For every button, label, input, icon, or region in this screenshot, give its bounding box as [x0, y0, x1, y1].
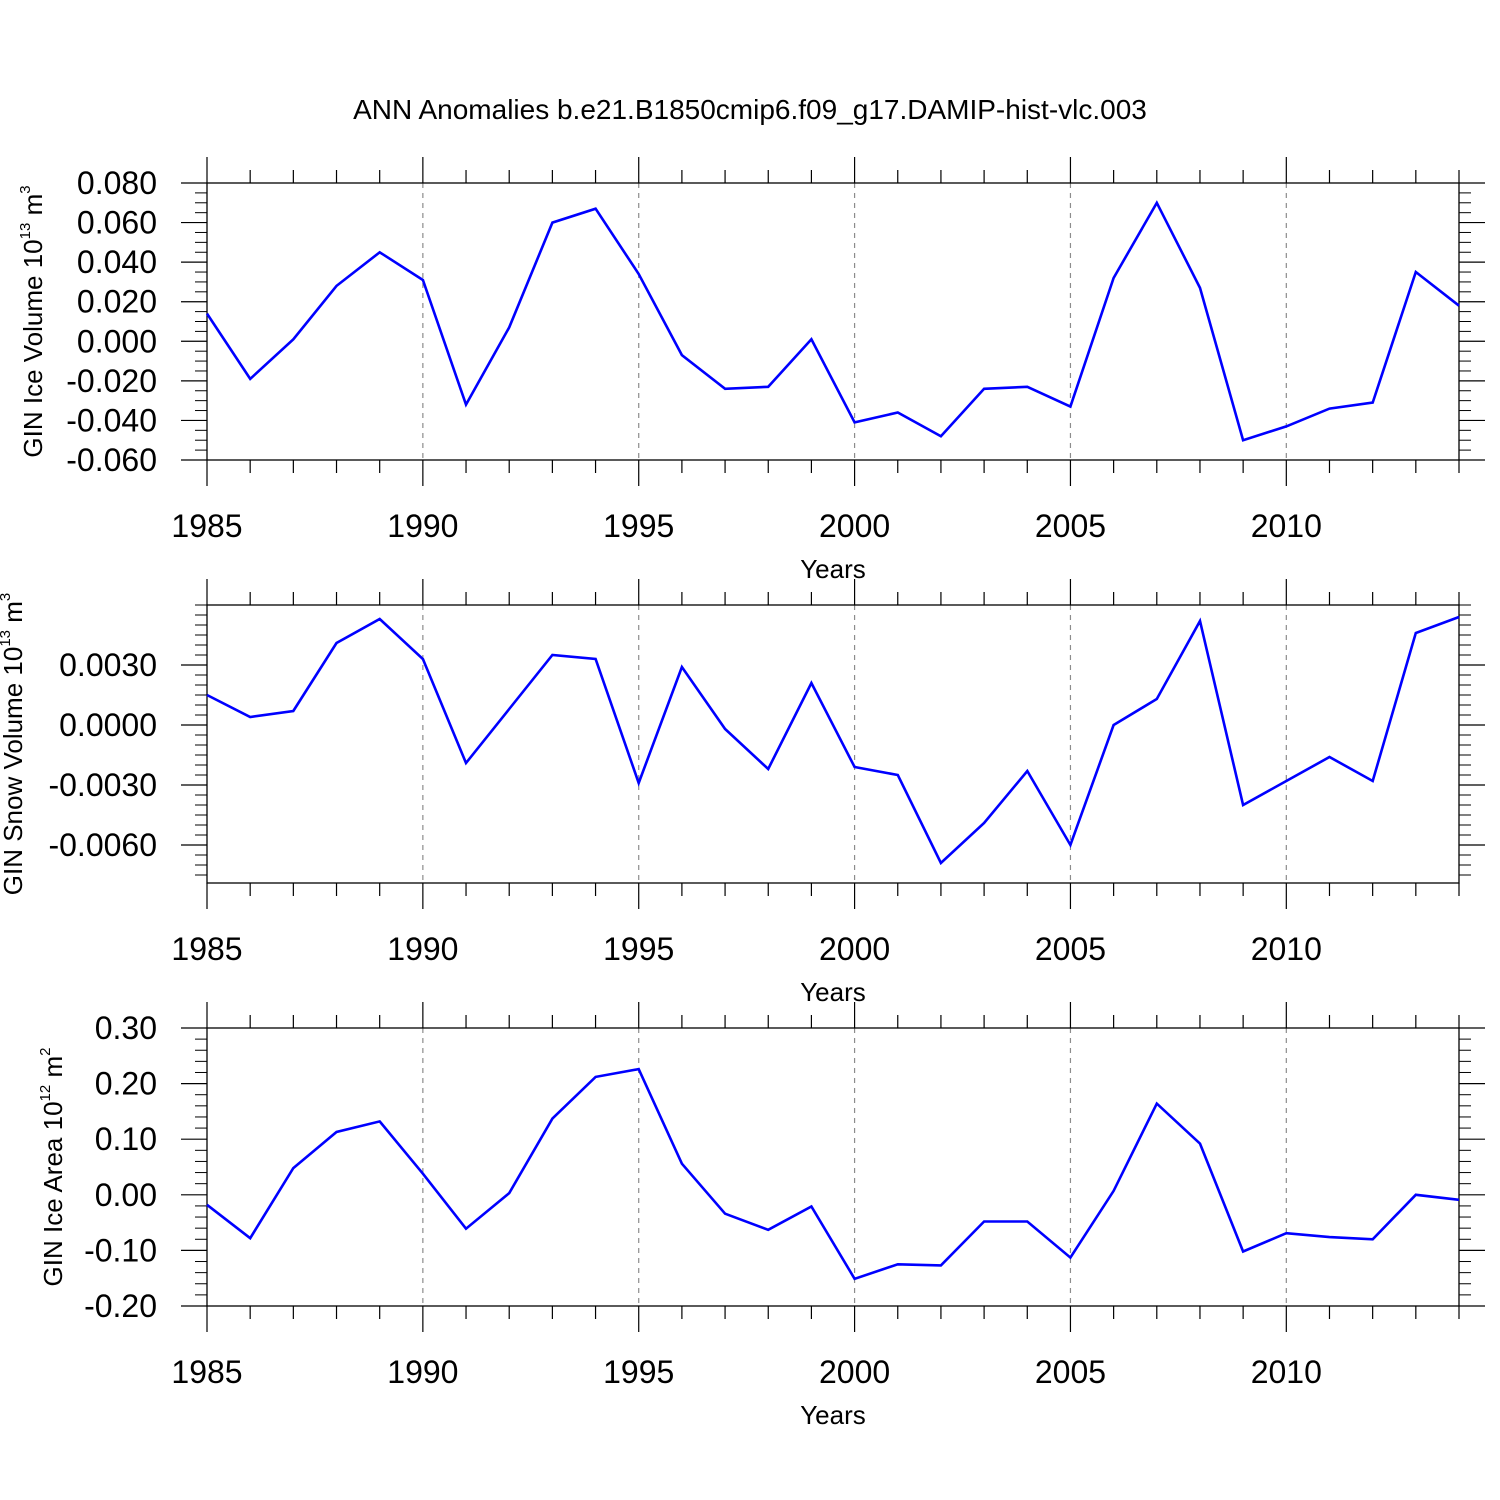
y-tick-label: -0.0030 [48, 767, 157, 803]
x-tick-label: 1990 [387, 508, 458, 544]
x-axis-title: Years [800, 1400, 866, 1430]
y-tick-label: 0.10 [95, 1121, 157, 1157]
x-axis-title: Years [800, 977, 866, 1007]
y-tick-label: -0.20 [84, 1288, 157, 1324]
y-tick-label: -0.040 [66, 402, 157, 438]
y-tick-label: 0.0000 [59, 707, 157, 743]
y-axis-title-unit-exp: 3 [0, 593, 14, 601]
y-tick-label: 0.0030 [59, 647, 157, 683]
x-axis-title: Years [800, 554, 866, 584]
y-axis-title-main: GIN Ice Volume 10 [18, 239, 48, 457]
x-tick-label: 2010 [1251, 508, 1322, 544]
x-tick-label: 2000 [819, 508, 890, 544]
plot-frame [206, 1027, 1460, 1307]
y-tick-label: 0.30 [95, 1010, 157, 1046]
x-tick-label: 1990 [387, 931, 458, 967]
y-axis-title-unit: m [18, 194, 48, 223]
y-tick-label: -0.060 [66, 442, 157, 478]
x-tick-label: 1995 [603, 931, 674, 967]
x-tick-label: 2000 [819, 931, 890, 967]
y-tick-label: 0.020 [77, 284, 157, 320]
x-tick-label: 1985 [171, 931, 242, 967]
x-tick-label: 2000 [819, 1354, 890, 1390]
y-tick-label: -0.10 [84, 1232, 157, 1268]
x-tick-label: 2010 [1251, 931, 1322, 967]
x-tick-label: 2010 [1251, 1354, 1322, 1390]
y-axis-title-unit: m [0, 601, 28, 630]
y-tick-label: 0.00 [95, 1177, 157, 1213]
y-axis-title: GIN Ice Area 1012 m2 [37, 1048, 68, 1287]
y-tick-label: -0.0060 [48, 827, 157, 863]
plot-frame [206, 182, 1460, 461]
y-tick-label: 0.000 [77, 323, 157, 359]
y-axis-title-main: GIN Ice Area 10 [38, 1101, 68, 1286]
chart-title: ANN Anomalies b.e21.B1850cmip6.f09_g17.D… [353, 94, 1147, 125]
x-tick-label: 1985 [171, 508, 242, 544]
y-tick-label: -0.020 [66, 363, 157, 399]
y-axis-title-exp: 13 [0, 630, 14, 647]
plot-frame [206, 604, 1460, 884]
x-tick-label: 1985 [171, 1354, 242, 1390]
y-tick-label: 0.080 [77, 165, 157, 201]
series-line [206, 615, 1460, 866]
x-tick-label: 1990 [387, 1354, 458, 1390]
y-axis-title-main: GIN Snow Volume 10 [0, 647, 28, 896]
panel-ice-volume: 1985 1990 1995 2000 2005 2010 Years -0.060 -0.04… [17, 157, 1485, 584]
series-line [206, 1067, 1460, 1281]
y-axis-title-unit: m [38, 1056, 68, 1085]
panel-snow-volume: 1985 1990 1995 2000 2005 2010 Years -0.0060 -0.0… [0, 579, 1485, 1007]
x-tick-label: 2005 [1035, 931, 1106, 967]
y-axis-title-unit-exp: 3 [17, 185, 34, 193]
y-tick-label: 0.040 [77, 244, 157, 280]
series-line [205, 200, 1460, 442]
y-axis-title: GIN Ice Volume 1013 m3 [17, 185, 48, 457]
panel-ice-area: 1985 1990 1995 2000 2005 2010 Years -0.20 -0.10 0… [37, 1002, 1485, 1430]
y-axis-title-unit-exp: 2 [37, 1048, 54, 1056]
x-tick-label: 2005 [1035, 508, 1106, 544]
y-axis-title-exp: 12 [37, 1085, 54, 1102]
x-tick-label: 2005 [1035, 1354, 1106, 1390]
y-axis-title-exp: 13 [17, 223, 34, 240]
x-tick-label: 1995 [603, 508, 674, 544]
y-tick-label: 0.060 [77, 205, 157, 241]
y-axis-title: GIN Snow Volume 1013 m3 [0, 593, 28, 896]
y-tick-label: 0.20 [95, 1066, 157, 1102]
x-tick-label: 1995 [603, 1354, 674, 1390]
